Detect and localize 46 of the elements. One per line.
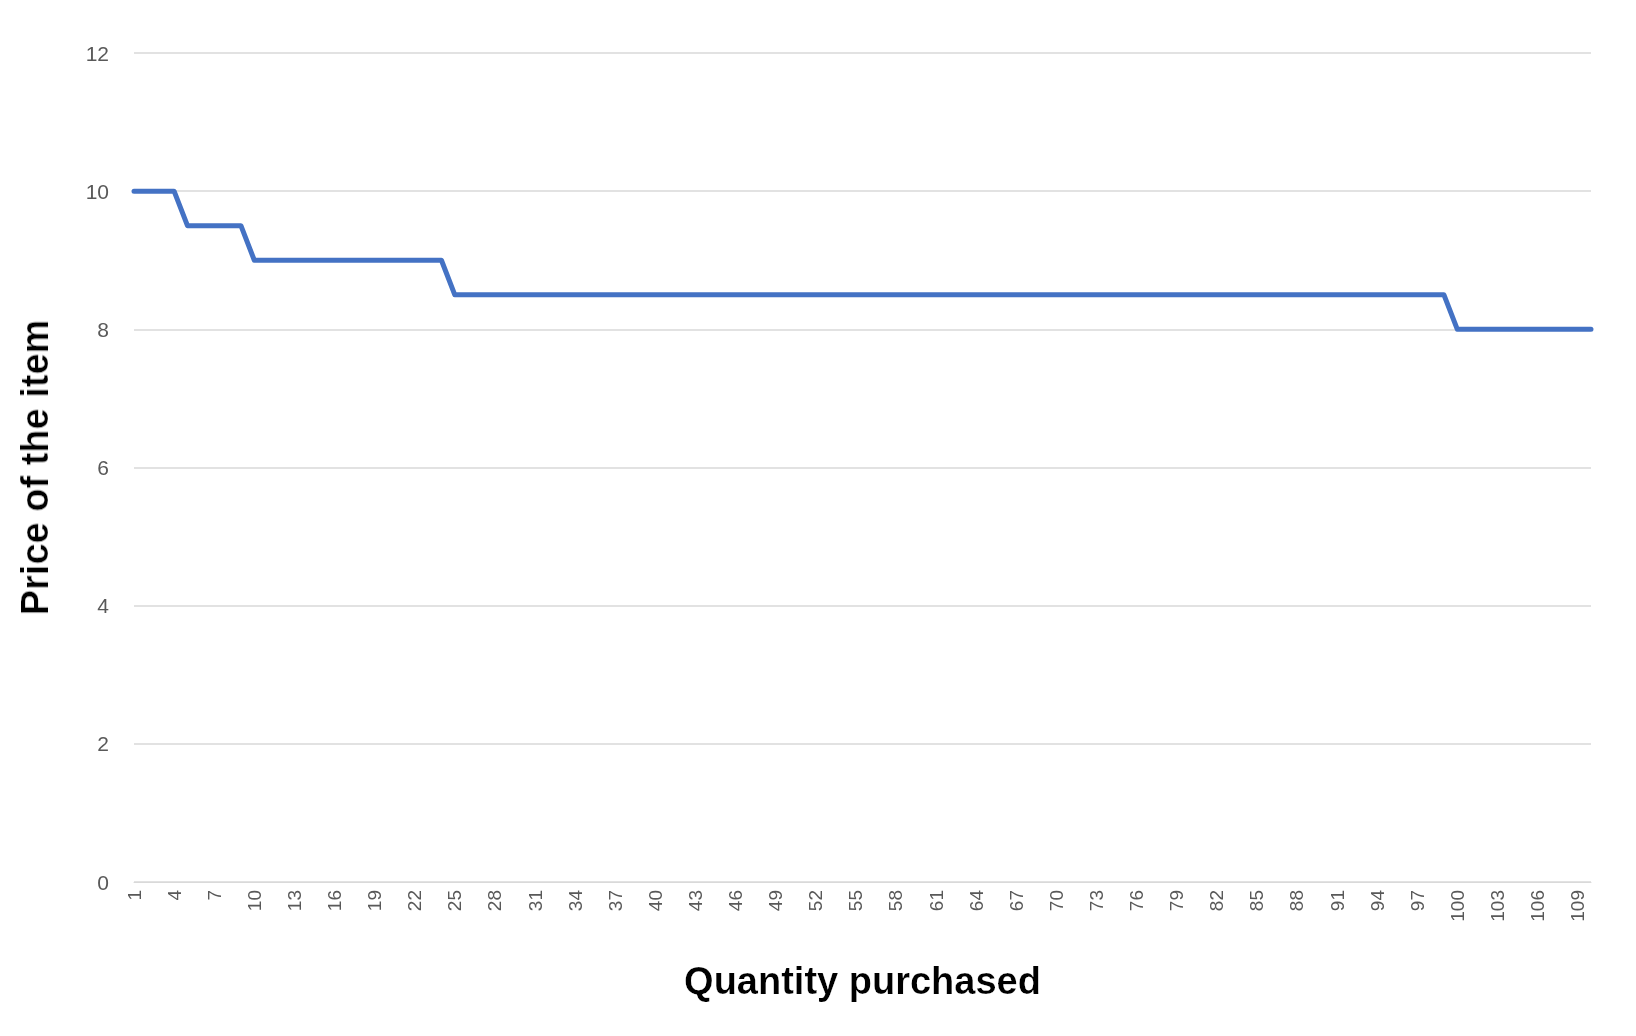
x-tick-label: 79 <box>1166 890 1188 912</box>
x-tick-label: 76 <box>1126 890 1148 912</box>
x-tick-label: 28 <box>484 890 506 912</box>
x-tick-label: 94 <box>1366 889 1388 912</box>
x-tick-label: 106 <box>1527 890 1549 922</box>
x-tick-label: 37 <box>604 890 626 912</box>
x-tick-label: 49 <box>765 890 787 912</box>
x-tick-label: 103 <box>1486 890 1508 922</box>
x-tick-label: 25 <box>444 890 466 912</box>
x-tick-label: 19 <box>364 890 386 912</box>
x-tick-label: 70 <box>1045 890 1067 912</box>
x-tick-label: 46 <box>725 890 747 912</box>
x-tick-label: 82 <box>1206 890 1228 912</box>
y-tick-label: 6 <box>97 456 109 479</box>
y-tick-label: 8 <box>97 317 109 341</box>
x-tick-label: 1 <box>123 890 145 901</box>
y-tick-label: 12 <box>85 41 109 65</box>
x-tick-label: 55 <box>845 890 867 912</box>
x-tick-label: 4 <box>163 889 185 901</box>
x-tick-label: 73 <box>1085 890 1107 912</box>
y-tick-label: 4 <box>97 594 110 618</box>
x-tick-label: 58 <box>885 890 907 912</box>
x-tick-label: 61 <box>925 890 947 912</box>
x-tick-label: 64 <box>965 889 987 912</box>
x-tick-label: 7 <box>203 890 225 901</box>
x-tick-label: 43 <box>684 890 706 912</box>
x-tick-label: 67 <box>1005 890 1027 912</box>
x-tick-label: 100 <box>1446 890 1468 922</box>
x-tick-label: 13 <box>283 890 305 912</box>
x-tick-label: 109 <box>1567 890 1589 922</box>
x-tick-label: 85 <box>1246 890 1268 912</box>
x-tick-label: 16 <box>324 890 345 912</box>
x-tick-label: 34 <box>564 889 586 912</box>
x-tick-label: 52 <box>805 890 827 912</box>
y-tick-label: 10 <box>85 179 109 203</box>
y-axis-title: Price of the item <box>14 319 56 616</box>
y-tick-label: 2 <box>97 732 109 756</box>
x-tick-label: 10 <box>243 890 265 912</box>
x-tick-label: 88 <box>1286 890 1308 912</box>
x-tick-label: 22 <box>404 890 426 912</box>
x-axis-title: Quantity purchased <box>684 960 1041 1002</box>
x-tick-label: 31 <box>524 890 546 912</box>
x-tick-label: 40 <box>644 890 666 912</box>
x-tick-label: 91 <box>1326 890 1348 912</box>
y-tick-label: 0 <box>97 870 109 894</box>
x-tick-label: 97 <box>1406 890 1428 912</box>
